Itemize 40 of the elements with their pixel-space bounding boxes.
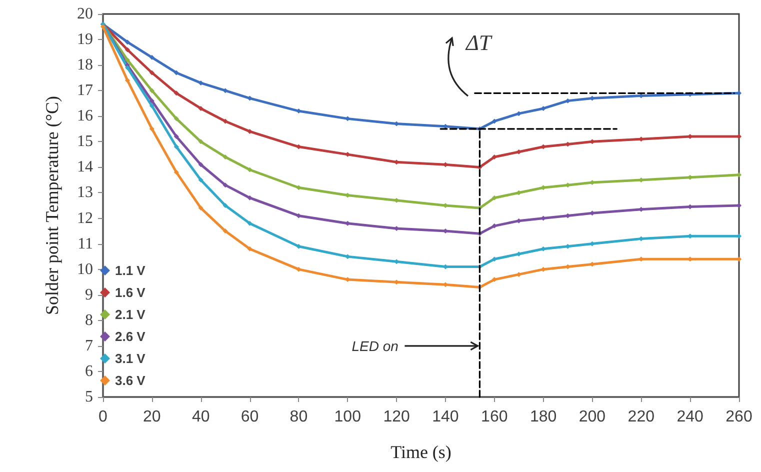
y-tick-label: 8	[85, 312, 93, 329]
x-tick-label: 140	[432, 408, 459, 426]
x-tick-label: 100	[334, 408, 362, 426]
x-tick-label: 20	[143, 408, 161, 426]
y-tick-label: 7	[85, 337, 93, 354]
y-tick-label: 13	[77, 184, 93, 202]
legend-label: 1.6 V	[115, 285, 146, 300]
y-tick-label: 11	[78, 235, 93, 252]
y-tick-label: 5	[85, 388, 93, 406]
legend-label: 2.1 V	[115, 307, 146, 322]
x-tick-label: 200	[578, 408, 606, 426]
y-axis-title: Solder point Temperature (°C)	[42, 96, 62, 316]
x-axis-title: Time (s)	[390, 442, 452, 462]
y-tick-label: 10	[77, 260, 93, 278]
legend-label: 1.1 V	[115, 263, 146, 278]
y-tick-label: 20	[77, 6, 93, 22]
x-tick-label: 60	[240, 408, 259, 426]
annotation: LED on	[352, 338, 399, 354]
y-tick-label: 16	[77, 108, 93, 125]
x-tick-label: 260	[726, 408, 752, 426]
legend-label: 2.6 V	[115, 329, 146, 344]
y-tick-label: 17	[77, 82, 93, 100]
x-tick-label: 180	[530, 408, 557, 426]
y-tick-label: 18	[77, 56, 93, 74]
x-tick-label: 80	[290, 408, 308, 426]
annotation: ΔT	[465, 30, 493, 55]
y-tick-label: 14	[77, 158, 93, 176]
x-tick-label: 40	[192, 408, 210, 426]
legend-label: 3.1 V	[115, 351, 146, 366]
y-tick-label: 15	[77, 133, 93, 150]
x-tick-label: 120	[383, 408, 410, 426]
y-tick-label: 9	[85, 286, 93, 304]
y-tick-label: 19	[77, 31, 93, 48]
y-tick-label: 6	[85, 362, 93, 380]
x-tick-label: 0	[98, 408, 108, 426]
x-tick-label: 220	[628, 408, 655, 426]
x-tick-label: 240	[676, 408, 704, 426]
y-tick-label: 12	[77, 210, 93, 227]
x-tick-label: 160	[481, 408, 508, 426]
legend-label: 3.6 V	[115, 373, 146, 388]
